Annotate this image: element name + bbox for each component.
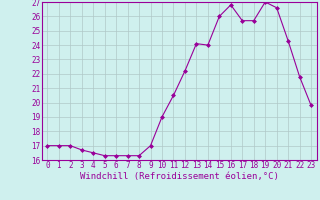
X-axis label: Windchill (Refroidissement éolien,°C): Windchill (Refroidissement éolien,°C) xyxy=(80,172,279,181)
